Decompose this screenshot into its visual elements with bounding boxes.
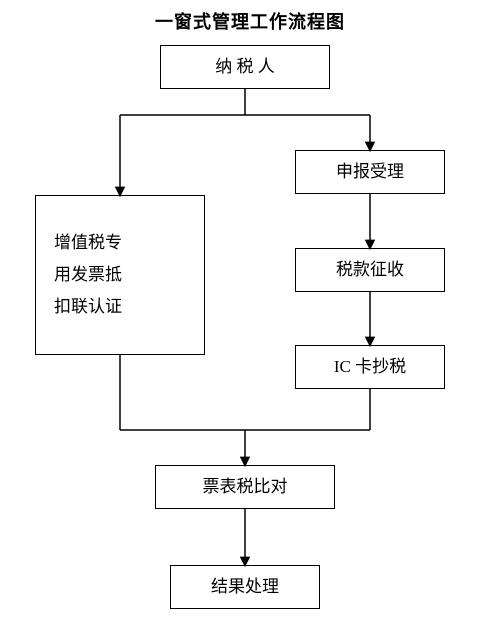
node-tax-collection: 税款征收 xyxy=(295,248,445,292)
node-taxpayer: 纳 税 人 xyxy=(160,45,330,89)
node-result: 结果处理 xyxy=(170,565,320,609)
node-declaration-accept: 申报受理 xyxy=(295,150,445,194)
diagram-title: 一窗式管理工作流程图 xyxy=(0,8,500,34)
node-vat-invoice-auth: 增值税专用发票抵扣联认证 xyxy=(35,195,205,355)
node-comparison: 票表税比对 xyxy=(155,465,335,509)
node-ic-card-tax: IC 卡抄税 xyxy=(295,345,445,389)
